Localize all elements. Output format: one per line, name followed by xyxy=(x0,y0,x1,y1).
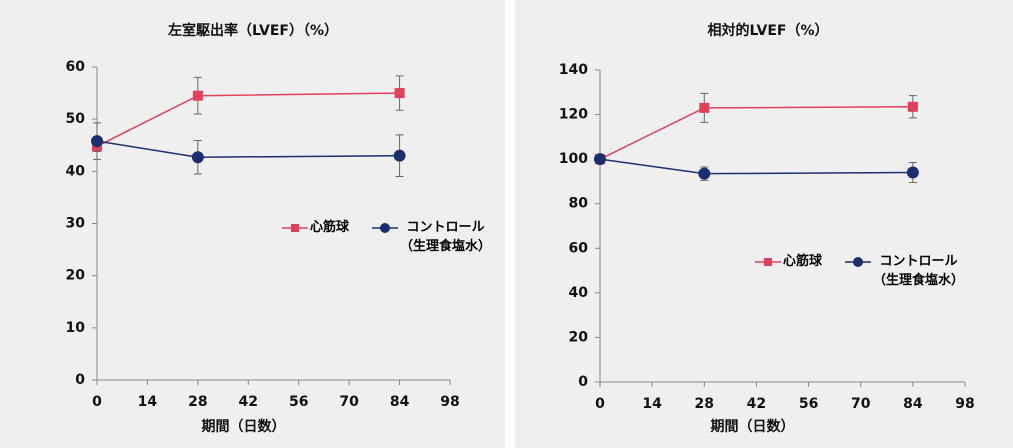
y-tick-label: 60 xyxy=(569,240,589,256)
marker xyxy=(699,102,710,113)
x-axis-label: 期間（日数） xyxy=(711,418,795,435)
marker xyxy=(698,167,711,180)
legend-label: コントロール （生理食塩水） xyxy=(873,254,965,288)
x-axis-label: 期間（日数） xyxy=(202,418,286,435)
legend-marker xyxy=(291,224,299,232)
y-tick-label: 10 xyxy=(66,320,86,336)
y-tick-label: 120 xyxy=(559,107,588,123)
legend-marker xyxy=(380,223,390,233)
series-line xyxy=(96,140,400,158)
panel-left: 左室駆出率（LVEF）（%） 期間（日数） 0 10 20 30 40 50 60 0 14 28 42… xyxy=(0,0,505,448)
x-tick-label: 28 xyxy=(695,396,714,412)
y-tick-label: 0 xyxy=(578,374,588,390)
x-tick-label: 84 xyxy=(390,394,410,410)
y-tick-label: 20 xyxy=(569,329,589,345)
legend-label: 心筋球 xyxy=(783,254,823,269)
series-line xyxy=(599,106,913,160)
y-tick-label: 60 xyxy=(66,59,86,75)
x-tick-label: 0 xyxy=(595,396,605,412)
marker xyxy=(191,151,204,164)
chart: 相対的LVEF（%） 期間（日数） 0 20 40 60 80 100 120 140 0 14 28 4… xyxy=(559,22,975,435)
series-line xyxy=(96,92,400,147)
y-tick-label: 40 xyxy=(66,163,86,179)
marker xyxy=(394,88,405,99)
x-tick-label: 0 xyxy=(92,394,102,410)
marker xyxy=(594,153,606,166)
y-tick-label: 0 xyxy=(75,372,85,388)
x-tick-label: 56 xyxy=(289,394,308,410)
x-tick-label: 56 xyxy=(799,396,818,412)
x-tick-label: 70 xyxy=(339,394,359,410)
y-tick-label: 40 xyxy=(569,285,589,301)
y-tick-label: 80 xyxy=(569,196,589,212)
legend-label: 心筋球 xyxy=(310,220,350,235)
legend-label: コントロール （生理食塩水） xyxy=(400,220,492,254)
marker xyxy=(192,90,203,101)
chart: 左室駆出率（LVEF）（%） 期間（日数） 0 10 20 30 40 50 60 0 14 28 42… xyxy=(66,22,460,435)
legend-marker xyxy=(853,257,863,267)
y-tick-label: 20 xyxy=(66,268,86,284)
x-tick-label: 14 xyxy=(138,394,158,410)
panel-right: 相対的LVEF（%） 期間（日数） 0 20 40 60 80 100 120 140 0 14 28 4… xyxy=(515,0,1013,448)
marker xyxy=(91,135,103,148)
y-tick-label: 50 xyxy=(66,111,86,127)
x-tick-label: 98 xyxy=(440,394,459,410)
chart-title: 左室駆出率（LVEF）（%） xyxy=(167,22,338,39)
x-tick-label: 42 xyxy=(747,396,766,412)
series-line xyxy=(599,158,913,175)
y-tick-label: 30 xyxy=(66,216,86,232)
y-tick-label: 140 xyxy=(559,62,588,78)
x-tick-label: 42 xyxy=(239,394,258,410)
legend-marker xyxy=(764,258,772,266)
x-tick-label: 28 xyxy=(188,394,207,410)
marker xyxy=(393,149,406,162)
marker xyxy=(906,166,919,179)
marker xyxy=(907,101,918,112)
y-tick-label: 100 xyxy=(559,151,588,167)
x-tick-label: 70 xyxy=(851,396,871,412)
chart-title: 相対的LVEF（%） xyxy=(708,22,829,39)
x-tick-label: 84 xyxy=(903,396,923,412)
x-tick-label: 14 xyxy=(642,396,662,412)
x-tick-label: 98 xyxy=(955,396,974,412)
